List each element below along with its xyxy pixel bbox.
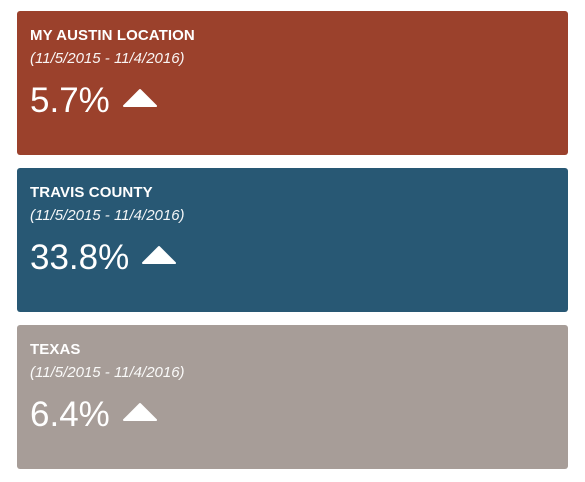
card-value-row: 5.7% bbox=[30, 78, 555, 124]
triangle-up-icon bbox=[141, 245, 177, 265]
stat-cards: MY AUSTIN LOCATION (11/5/2015 - 11/4/201… bbox=[17, 11, 568, 482]
card-value-row: 33.8% bbox=[30, 235, 555, 281]
card-title: MY AUSTIN LOCATION bbox=[30, 27, 195, 44]
card-title: TRAVIS COUNTY bbox=[30, 184, 153, 201]
card-title: TEXAS bbox=[30, 341, 81, 358]
stat-card-my-austin-location: MY AUSTIN LOCATION (11/5/2015 - 11/4/201… bbox=[17, 11, 568, 155]
card-percent-value: 5.7% bbox=[30, 81, 110, 120]
triangle-up-icon bbox=[122, 402, 158, 422]
card-date-range: (11/5/2015 - 11/4/2016) bbox=[30, 364, 185, 381]
card-percent-value: 33.8% bbox=[30, 238, 130, 277]
card-value-row: 6.4% bbox=[30, 392, 555, 438]
card-date-range: (11/5/2015 - 11/4/2016) bbox=[30, 50, 185, 67]
triangle-up-icon bbox=[122, 88, 158, 108]
stat-card-texas: TEXAS (11/5/2015 - 11/4/2016) 6.4% bbox=[17, 325, 568, 469]
card-percent-value: 6.4% bbox=[30, 395, 110, 434]
stat-card-travis-county: TRAVIS COUNTY (11/5/2015 - 11/4/2016) 33… bbox=[17, 168, 568, 312]
card-date-range: (11/5/2015 - 11/4/2016) bbox=[30, 207, 185, 224]
